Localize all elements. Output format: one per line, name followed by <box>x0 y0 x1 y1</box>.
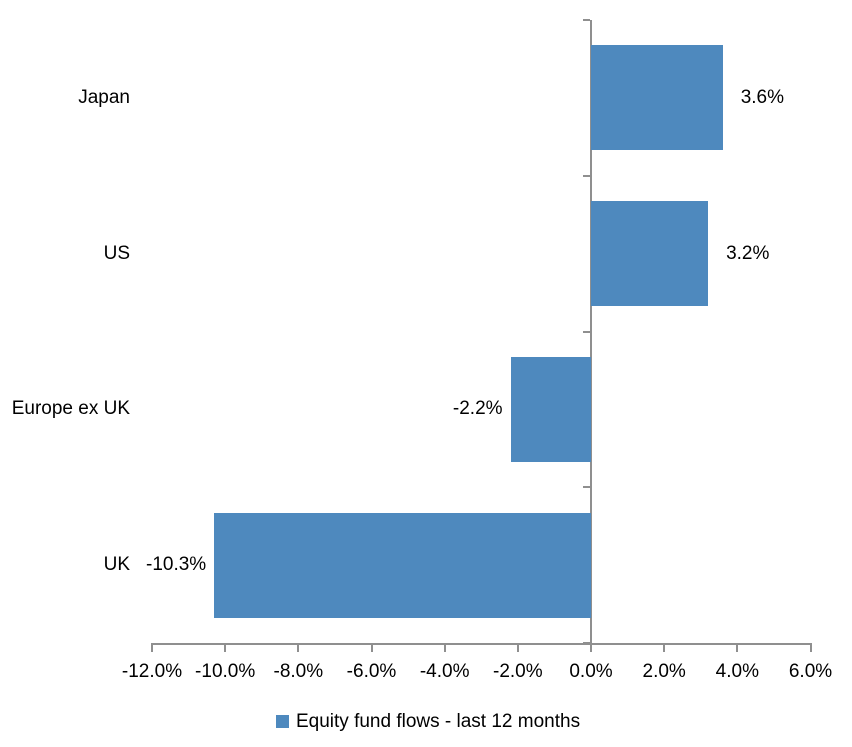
category-label: Japan <box>78 86 130 108</box>
value-label: -10.3% <box>146 554 207 576</box>
value-axis-tick <box>151 643 153 652</box>
x-tick-label: 4.0% <box>715 661 759 682</box>
x-tick-label: 0.0% <box>569 661 613 682</box>
x-tick-label: 6.0% <box>788 661 833 682</box>
x-tick-label: -4.0% <box>419 661 470 682</box>
value-axis-line <box>152 643 812 645</box>
value-axis-tick <box>297 643 300 652</box>
x-tick-label: -8.0% <box>273 661 324 682</box>
legend: Equity fund flows - last 12 months <box>276 711 580 732</box>
value-axis-tick <box>370 643 373 652</box>
bar-europe-ex-uk <box>510 356 591 462</box>
value-axis-tick <box>224 643 227 652</box>
category-label: US <box>103 242 130 264</box>
value-axis-tick <box>663 643 666 652</box>
category-label: Europe ex UK <box>11 398 130 420</box>
category-axis-tick <box>583 330 590 333</box>
value-label: 3.6% <box>740 86 784 108</box>
value-axis-tick <box>809 643 812 652</box>
bar-uk <box>214 512 591 618</box>
value-axis-tick <box>590 643 592 652</box>
x-tick-label: -2.0% <box>493 661 543 682</box>
bar-us <box>591 201 709 307</box>
value-axis-tick <box>736 643 739 652</box>
category-axis-tick <box>583 174 590 177</box>
legend-label: Equity fund flows - last 12 months <box>296 711 581 732</box>
x-tick-label: -10.0% <box>195 661 256 682</box>
category-axis-tick <box>583 486 590 489</box>
x-tick-label: 2.0% <box>642 661 686 682</box>
x-tick-label: -6.0% <box>346 661 397 682</box>
value-axis-tick <box>516 643 519 652</box>
value-label: 3.2% <box>726 242 770 264</box>
value-label: -2.2% <box>452 398 503 420</box>
category-label: UK <box>103 554 130 576</box>
x-tick-label: -12.0% <box>121 661 183 682</box>
legend-swatch-icon <box>276 715 289 728</box>
category-axis-tick <box>583 19 590 21</box>
value-axis-tick <box>443 643 446 652</box>
category-axis-line <box>590 20 592 643</box>
bar-japan <box>591 45 723 151</box>
